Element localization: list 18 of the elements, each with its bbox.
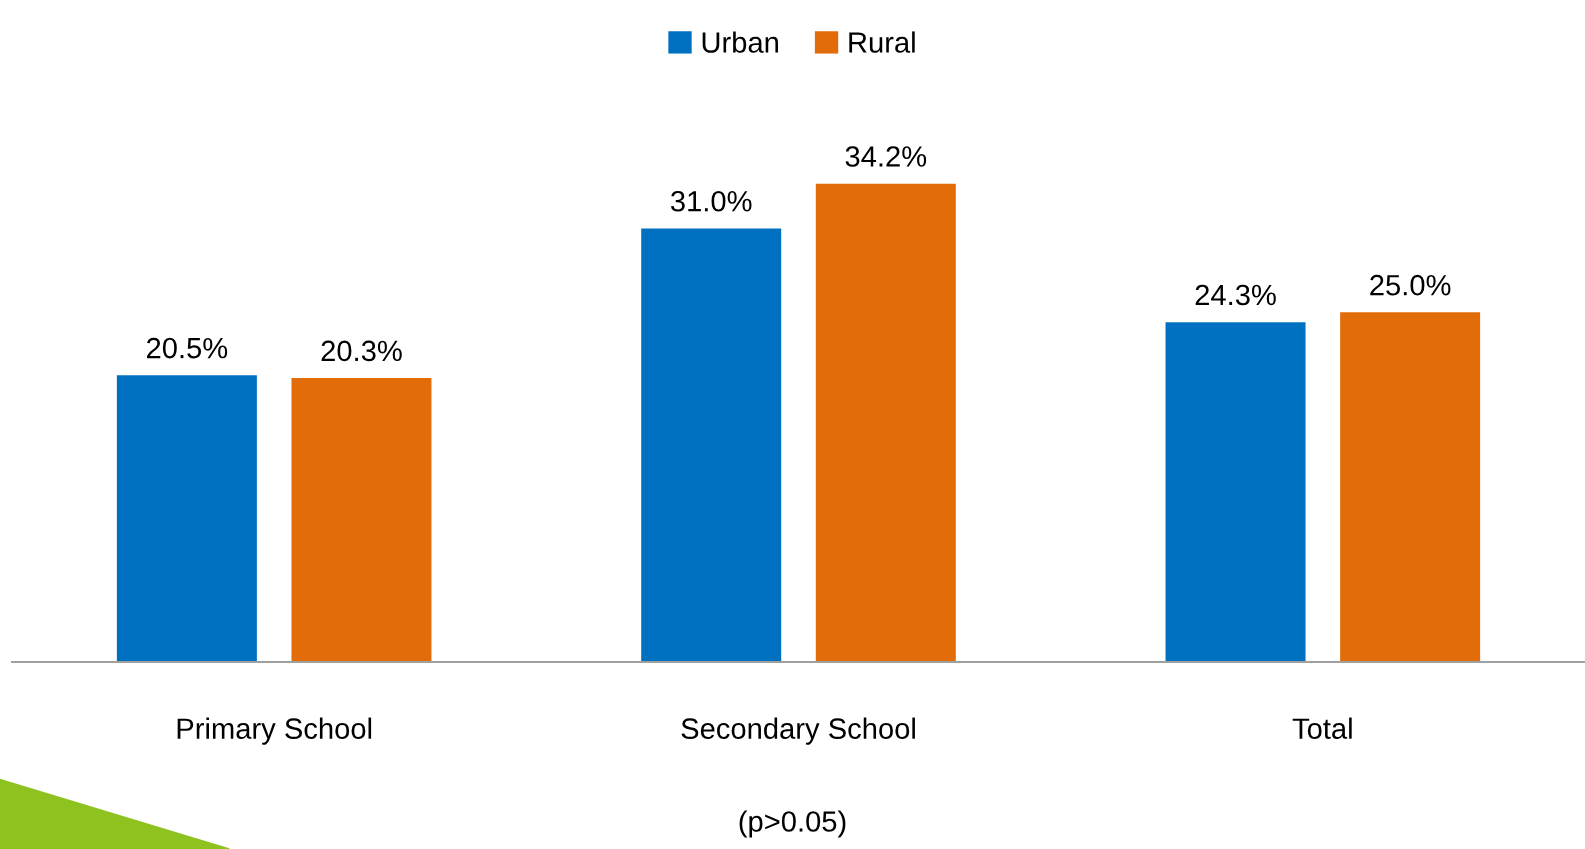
data-label: 34.2% [845, 146, 927, 167]
bar [291, 378, 432, 662]
bar [1340, 312, 1481, 662]
data-label: 31.0% [670, 190, 752, 212]
legend-label: Urban [702, 31, 778, 53]
bar [1165, 322, 1306, 662]
bar [815, 183, 956, 662]
data-label: 20.5% [146, 337, 228, 359]
bar [641, 228, 782, 662]
legend-label: Rural [849, 31, 915, 53]
data-label: 20.3% [321, 340, 402, 362]
data-label: 25.0% [1370, 274, 1451, 296]
data-label: 24.3% [1195, 284, 1276, 306]
x-tick-label: Total [1292, 717, 1352, 739]
bar [116, 375, 257, 662]
x-tick-label: Secondary School [681, 717, 915, 745]
x-tick-label: Primary School [177, 717, 372, 745]
text: (p>0.05) [739, 810, 846, 838]
